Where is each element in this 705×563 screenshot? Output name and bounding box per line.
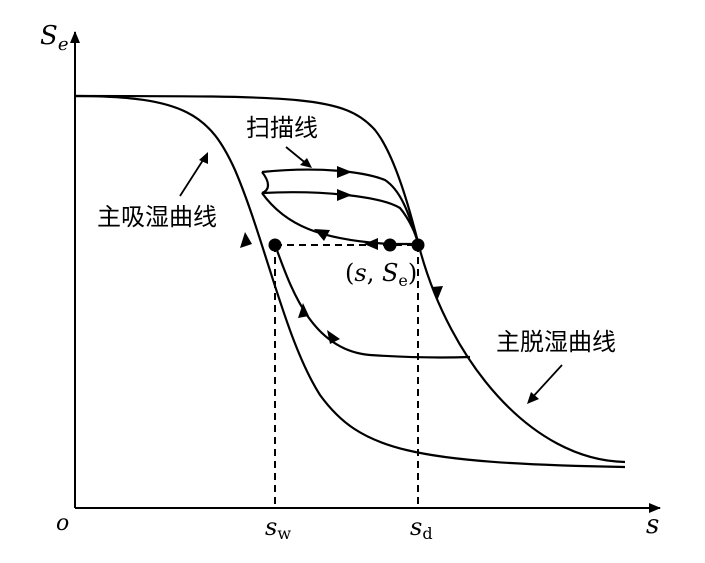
arrow-wetting-rise xyxy=(298,303,309,318)
point-sw xyxy=(268,238,282,252)
tick-sd: sd xyxy=(410,513,433,543)
arrow-middle-scan xyxy=(337,189,352,201)
tick-sw: sw xyxy=(265,513,291,543)
label-main-drying-curve: 主脱湿曲线 xyxy=(496,328,616,356)
main-drying-curve xyxy=(74,94,626,464)
point-s-se xyxy=(383,238,397,252)
inner-drying-scan xyxy=(273,244,471,359)
main-wetting-curve xyxy=(74,94,626,469)
y-axis-label: Se xyxy=(40,21,68,55)
pointer-drying-curve xyxy=(529,364,563,401)
pointer-wetting-curve-head xyxy=(199,152,208,164)
arrow-lower-scan xyxy=(314,229,330,241)
label-main-wetting-curve: 主吸湿曲线 xyxy=(97,203,217,231)
arrow-upper-scan xyxy=(337,166,352,178)
arrow-inner-scan xyxy=(327,330,340,344)
arrow-top-mid xyxy=(240,232,252,248)
label-scan-line: 扫描线 xyxy=(246,114,318,142)
arrow-drying-descent xyxy=(432,286,443,301)
point-sd xyxy=(411,238,425,252)
pointer-drying-curve-head xyxy=(527,392,539,404)
scan-line-lower xyxy=(261,192,418,246)
scan-line-upper xyxy=(261,168,420,244)
origin-label: o xyxy=(56,511,69,536)
scan-line-middle xyxy=(261,171,420,244)
point-label: (s, Se) xyxy=(345,259,417,290)
pointer-wetting-curve xyxy=(179,156,206,197)
pointer-scan-line-head xyxy=(300,158,312,168)
x-axis-label: s xyxy=(646,510,659,540)
